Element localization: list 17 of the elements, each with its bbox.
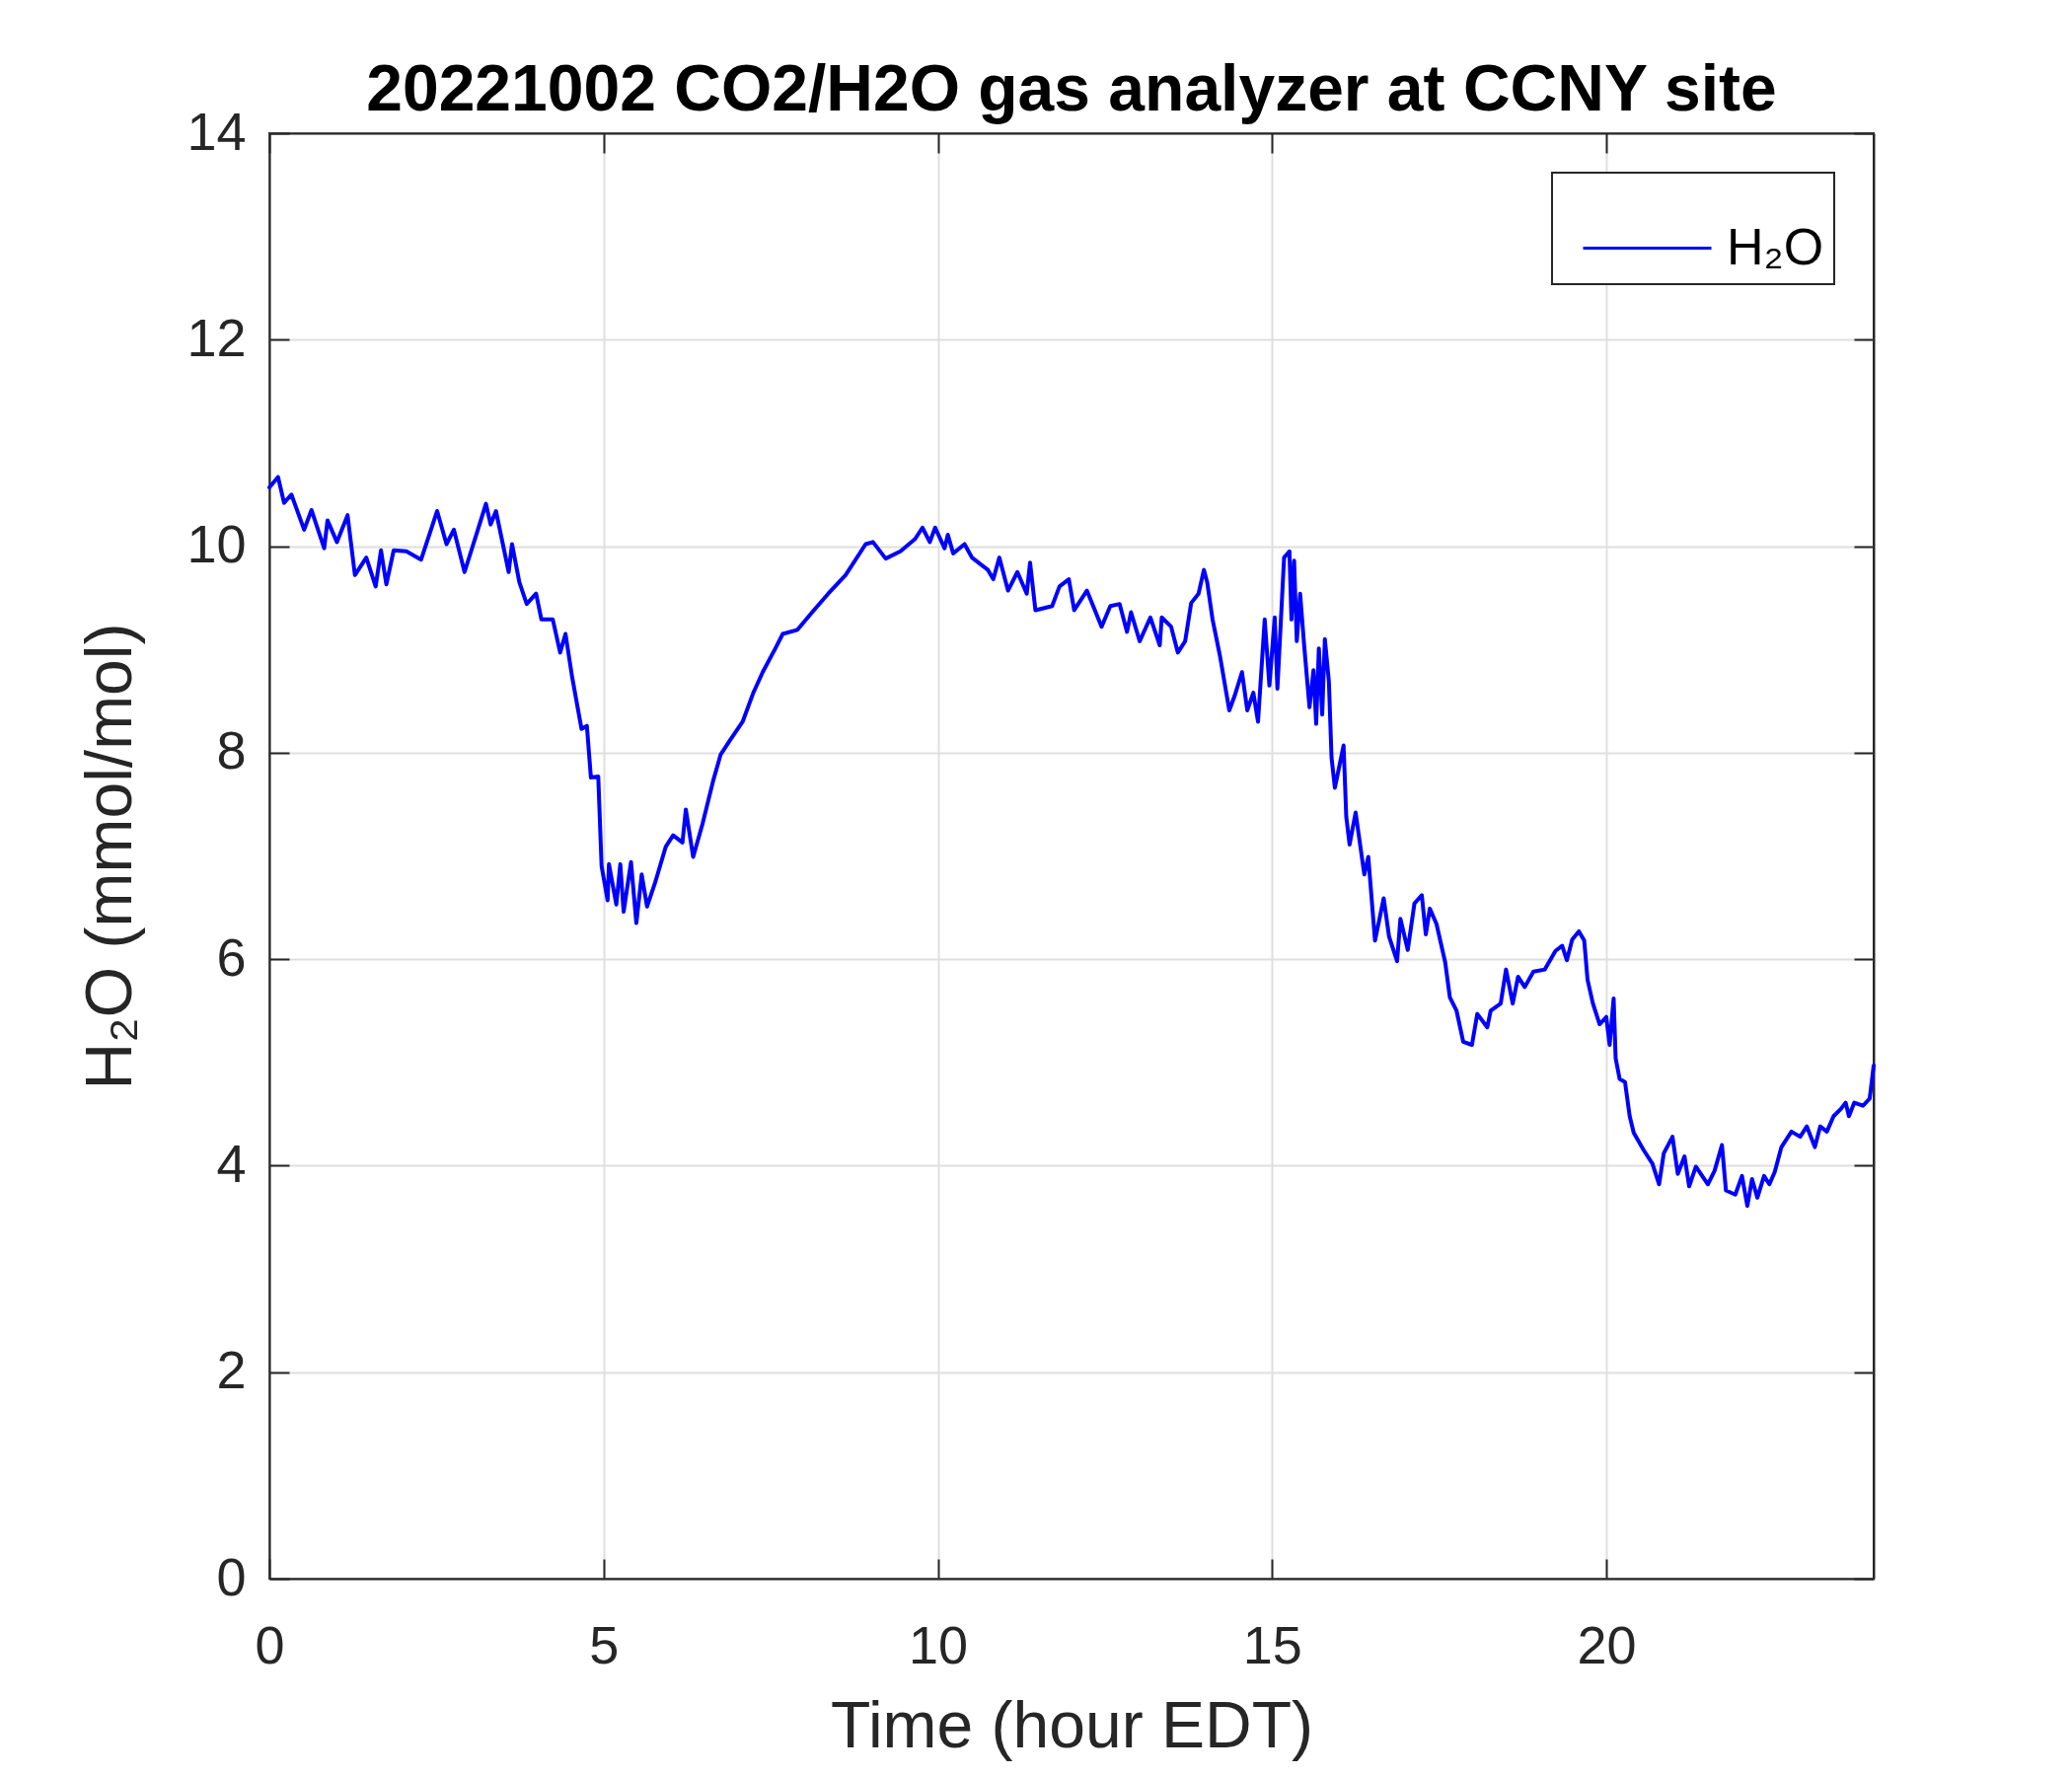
y-tick-label: 14 xyxy=(186,101,247,161)
y-tick-label: 10 xyxy=(186,514,247,574)
y-tick-label: 12 xyxy=(186,307,247,367)
x-tick-label: 0 xyxy=(255,1614,285,1674)
y-tick-label: 2 xyxy=(216,1340,247,1400)
x-axis-title: Time (hour EDT) xyxy=(831,1687,1313,1761)
y-tick-label: 8 xyxy=(216,720,247,780)
y-tick-label: 4 xyxy=(216,1133,247,1193)
y-tick-label: 0 xyxy=(216,1546,247,1606)
x-tick-label: 10 xyxy=(908,1614,969,1674)
x-tick-label: 20 xyxy=(1577,1614,1637,1674)
x-tick-label: 5 xyxy=(589,1614,620,1674)
chart-title: 20221002 CO2/H2O gas analyzer at CCNY site xyxy=(366,51,1777,124)
x-tick-label: 15 xyxy=(1242,1614,1302,1674)
y-tick-label: 6 xyxy=(216,926,247,987)
legend-label: H₂O xyxy=(1727,217,1824,275)
y-axis-title: H₂O (mmol/mol) xyxy=(72,623,146,1090)
